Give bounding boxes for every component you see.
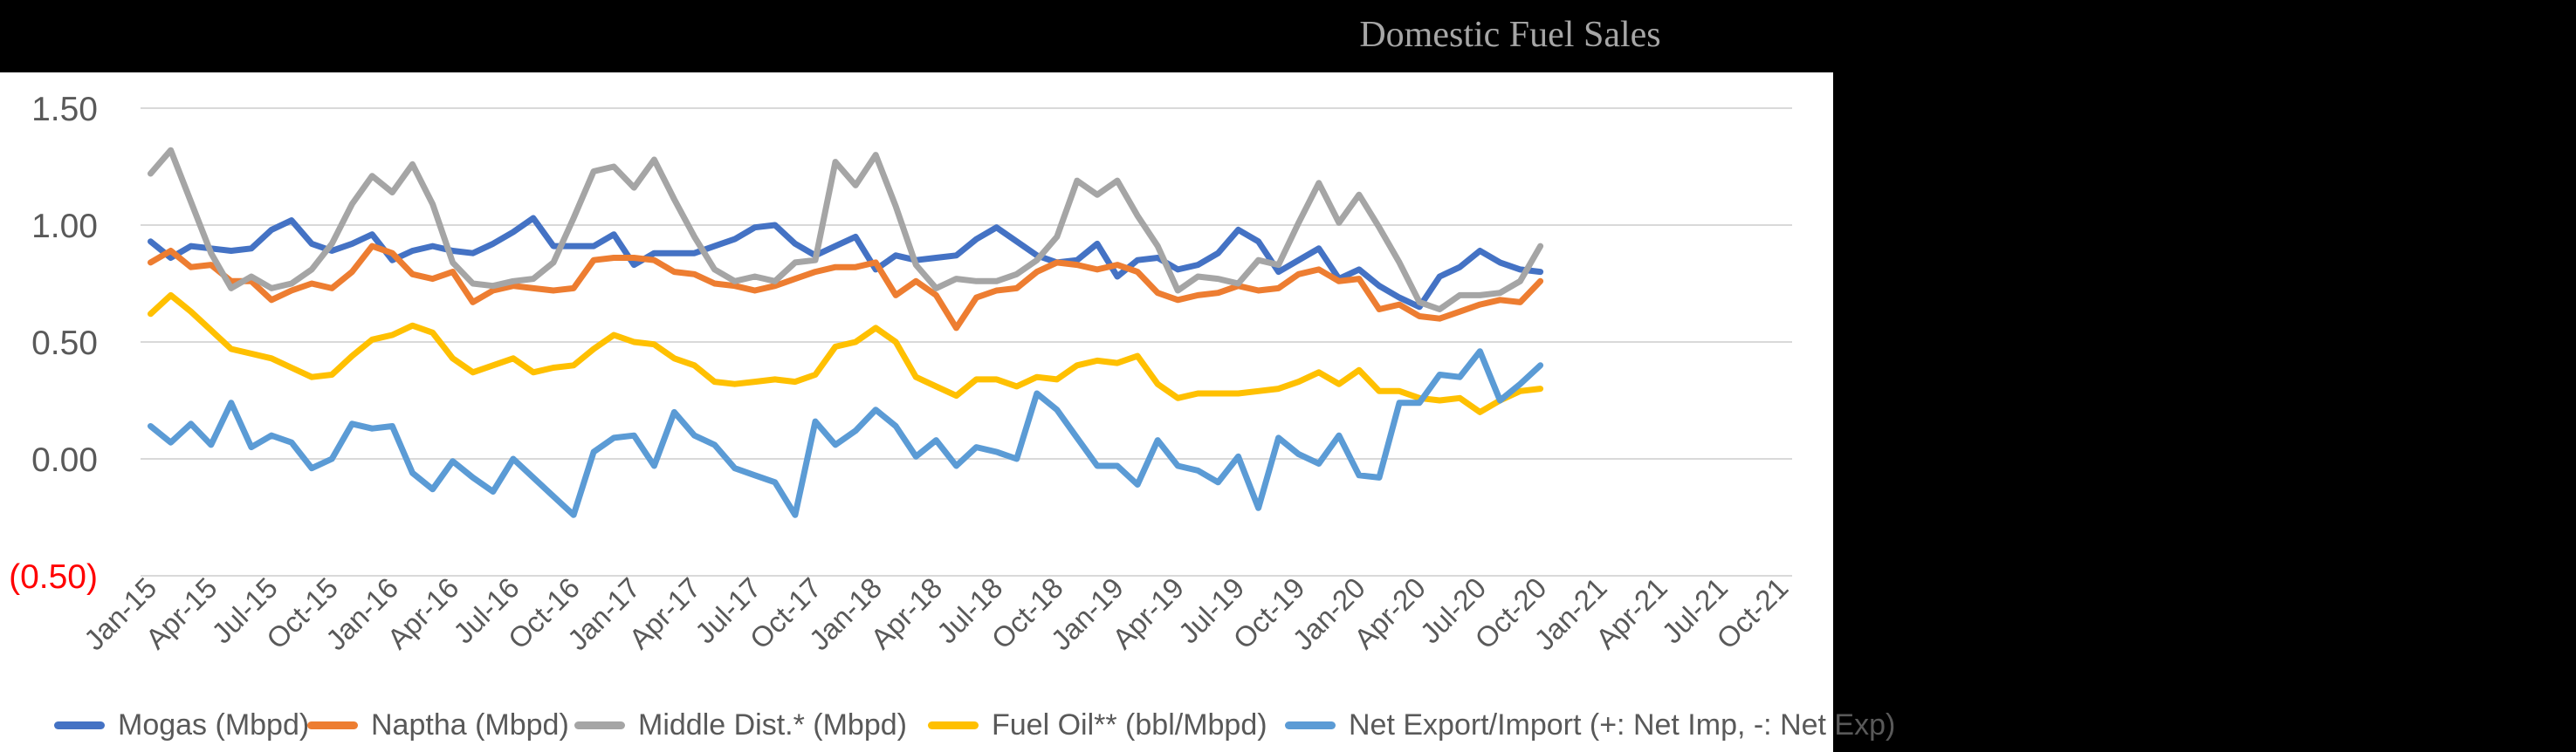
y-tick-label: 1.00 xyxy=(31,208,98,245)
legend-line-swatch xyxy=(54,721,105,729)
series-line-fuel-oil-bbl-mbpd xyxy=(148,291,1544,415)
y-tick-label: 1.50 xyxy=(31,91,98,128)
legend-item-naptha-mbpd: Naptha (Mbpd) xyxy=(307,708,569,742)
y-tick-label: 0.00 xyxy=(31,441,98,479)
series-line-net-export-import-net-imp-net-exp xyxy=(148,348,1544,518)
chart-title: Domestic Fuel Sales xyxy=(1359,15,1661,55)
legend-label: Naptha (Mbpd) xyxy=(371,708,569,742)
legend-item-net-export-import-net-imp-net-exp: Net Export/Import (+: Net Imp, -: Net Ex… xyxy=(1285,708,1895,742)
legend-label: Middle Dist.* (Mbpd) xyxy=(638,708,907,742)
y-tick-label: (0.50) xyxy=(9,558,98,596)
y-tick-label: 0.50 xyxy=(31,325,98,362)
legend-label: Net Export/Import (+: Net Imp, -: Net Ex… xyxy=(1349,708,1896,742)
legend-label: Mogas (Mbpd) xyxy=(118,708,310,742)
legend-item-fuel-oil-bbl-mbpd: Fuel Oil** (bbl/Mbpd) xyxy=(928,708,1267,742)
legend-label: Fuel Oil** (bbl/Mbpd) xyxy=(992,708,1267,742)
series-lines xyxy=(148,147,1544,518)
y-axis-labels: 1.50 1.00 0.50 0.00 (0.50) xyxy=(9,91,98,596)
plot-background xyxy=(0,72,1833,752)
series-line-middle-dist-mbpd xyxy=(148,147,1544,312)
legend-item-mogas-mbpd: Mogas (Mbpd) xyxy=(54,708,309,742)
series-line-naptha-mbpd xyxy=(148,243,1544,332)
legend-line-swatch xyxy=(928,721,979,729)
legend-line-swatch xyxy=(574,721,625,729)
legend-item-middle-dist-mbpd: Middle Dist.* (Mbpd) xyxy=(574,708,907,742)
legend-line-swatch xyxy=(307,721,358,729)
legend-line-swatch xyxy=(1285,721,1336,729)
